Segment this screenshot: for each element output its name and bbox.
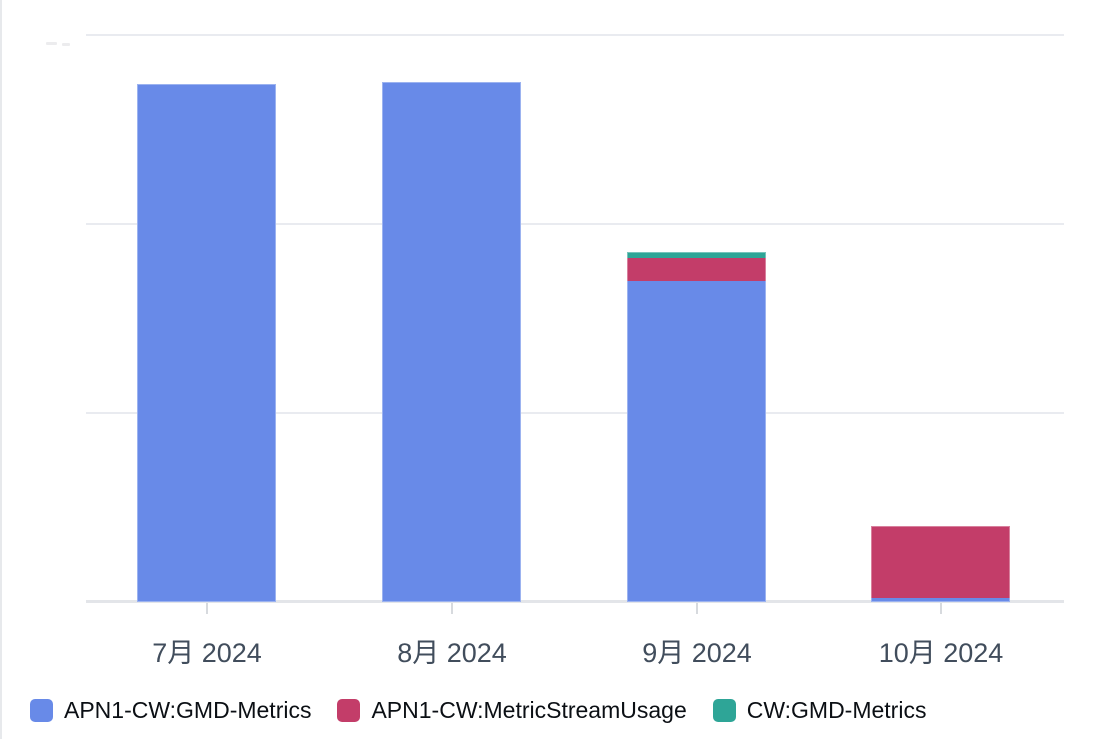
bar-8月 2024[interactable]	[382, 82, 521, 602]
x-axis-tick	[940, 603, 942, 614]
legend-label: APN1-CW:MetricStreamUsage	[371, 697, 687, 723]
x-axis-tick	[696, 603, 698, 614]
faded-y-axis-label-fragment	[46, 42, 57, 45]
legend-label: APN1-CW:GMD-Metrics	[64, 697, 312, 723]
bar-segment-CW:GMD-Metrics[interactable]	[627, 252, 766, 258]
bar-segment-APN1-CW:GMD-Metrics[interactable]	[871, 598, 1010, 602]
chart-legend: APN1-CW:GMD-Metrics APN1-CW:MetricStream…	[30, 697, 926, 724]
bar-segment-APN1-CW:GMD-Metrics[interactable]	[627, 281, 766, 602]
x-axis-label: 8月 2024	[397, 638, 507, 668]
bar-9月 2024[interactable]	[627, 252, 766, 602]
gridline	[86, 223, 1064, 225]
legend-swatch-teal-icon	[712, 699, 736, 722]
bar-segment-APN1-CW:GMD-Metrics[interactable]	[137, 84, 276, 602]
bar-7月 2024[interactable]	[137, 84, 276, 602]
legend-item-gmd-metrics[interactable]: APN1-CW:GMD-Metrics	[30, 697, 311, 724]
legend-item-cw-gmd-metrics[interactable]: CW:GMD-Metrics	[712, 697, 927, 724]
bar-segment-APN1-CW:GMD-Metrics[interactable]	[382, 82, 521, 602]
legend-swatch-blue-icon	[30, 699, 53, 722]
x-axis-label: 10月 2024	[878, 638, 1004, 668]
legend-item-metric-stream-usage[interactable]: APN1-CW:MetricStreamUsage	[337, 697, 687, 724]
bar-segment-APN1-CW:MetricStreamUsage[interactable]	[871, 526, 1010, 598]
gridline	[86, 34, 1064, 36]
x-axis-label: 7月 2024	[152, 638, 262, 668]
bar-10月 2024[interactable]	[871, 526, 1010, 602]
x-axis-tick	[206, 603, 208, 614]
gridline	[86, 412, 1064, 414]
legend-swatch-crimson-icon	[337, 699, 361, 722]
bar-segment-APN1-CW:MetricStreamUsage[interactable]	[627, 258, 766, 281]
x-axis-label: 9月 2024	[642, 638, 752, 668]
faded-y-axis-label-fragment	[62, 43, 70, 46]
x-axis-tick	[451, 603, 453, 614]
legend-label: CW:GMD-Metrics	[746, 697, 927, 723]
card-left-border	[0, 0, 2, 739]
x-axis-line	[86, 600, 1064, 603]
